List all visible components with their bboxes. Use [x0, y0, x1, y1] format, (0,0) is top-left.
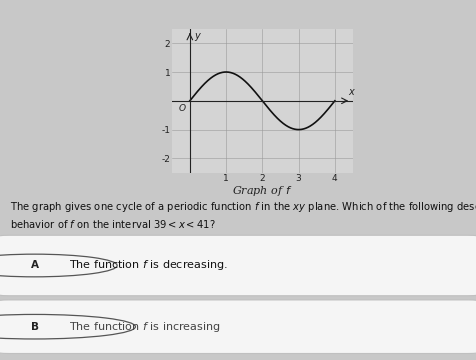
Text: $x$: $x$ — [347, 87, 356, 97]
Text: A: A — [30, 261, 39, 270]
Text: The function $f$ is decreasing.: The function $f$ is decreasing. — [69, 258, 228, 273]
Text: $y$: $y$ — [194, 31, 202, 43]
Text: The graph gives one cycle of a periodic function $f$ in the $xy$ plane. Which of: The graph gives one cycle of a periodic … — [10, 200, 476, 214]
Text: $O$: $O$ — [177, 102, 186, 113]
Circle shape — [0, 314, 135, 339]
Text: Graph of $f$: Graph of $f$ — [232, 184, 292, 198]
Text: behavior of $f$ on the interval $39 < x < 41$?: behavior of $f$ on the interval $39 < x … — [10, 218, 215, 230]
Circle shape — [0, 254, 117, 277]
Text: B: B — [30, 322, 39, 332]
FancyBboxPatch shape — [0, 235, 476, 296]
FancyBboxPatch shape — [0, 300, 476, 354]
Text: The function $f$ is increasing: The function $f$ is increasing — [69, 320, 220, 334]
